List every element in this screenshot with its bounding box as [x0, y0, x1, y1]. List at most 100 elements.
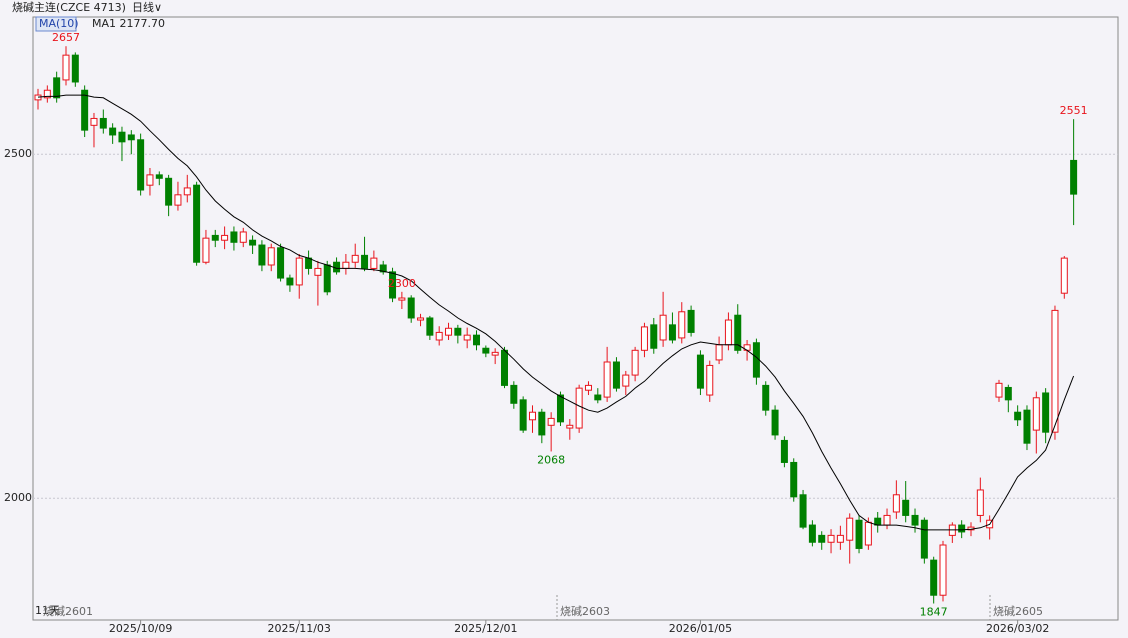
candle-body — [668, 324, 676, 341]
candle-body — [594, 394, 602, 401]
candle-body — [211, 234, 219, 241]
x-tick-label: 2026/01/05 — [669, 622, 732, 635]
candle-body — [734, 314, 742, 351]
candle-body — [221, 234, 229, 241]
candle-body — [902, 499, 910, 516]
candle-body — [249, 239, 257, 246]
candle-body — [827, 534, 835, 543]
candle-body — [510, 384, 518, 404]
candle-body — [762, 384, 770, 411]
x-tick-label: 2025/10/09 — [109, 622, 172, 635]
candle-body — [1070, 159, 1078, 195]
candle-body — [314, 267, 322, 276]
candle-body — [267, 247, 275, 266]
candle-body — [1023, 409, 1031, 444]
x-tick-label: 2025/12/01 — [454, 622, 517, 635]
candle-body — [127, 134, 135, 141]
bottom-left-label: 11天 — [35, 604, 60, 617]
candle-body — [1042, 392, 1050, 433]
candle-body — [547, 417, 555, 426]
candle-body — [724, 319, 732, 346]
high-label: 2551 — [1060, 104, 1088, 117]
candle-body — [1014, 411, 1022, 421]
x-tick-label: 2025/11/03 — [268, 622, 331, 635]
candle-body — [379, 264, 387, 273]
candle-body — [1004, 386, 1012, 401]
y-tick-label: 2500 — [4, 147, 32, 160]
candle-body — [715, 344, 723, 361]
candle-body — [752, 342, 760, 378]
candle-body — [389, 271, 397, 299]
candle-body — [864, 521, 872, 546]
candle-body — [603, 361, 611, 398]
candle-body — [883, 514, 891, 526]
candle-body — [696, 354, 704, 389]
candle-body — [463, 334, 471, 341]
candle-body — [277, 247, 285, 279]
candle-body — [99, 117, 107, 129]
high-label: 2657 — [52, 31, 80, 44]
candle-body — [445, 327, 453, 336]
candle-body — [53, 77, 61, 99]
candle-body — [528, 411, 536, 421]
candle-body — [678, 311, 686, 339]
candle-body — [482, 347, 490, 354]
candle-body — [939, 544, 947, 596]
candle-body — [519, 399, 527, 431]
candle-body — [202, 237, 210, 263]
candle-body — [575, 387, 583, 429]
candle-body — [90, 117, 98, 126]
candle-body — [62, 54, 70, 81]
candle-body — [836, 534, 844, 543]
candle-body — [183, 187, 191, 196]
candle-body — [622, 374, 630, 387]
candle-body — [1060, 257, 1068, 294]
candle-body — [771, 409, 779, 436]
period-selector[interactable]: 日线∨ — [132, 0, 162, 14]
candle-body — [454, 327, 462, 336]
candle-body — [193, 184, 201, 263]
candle-body — [650, 324, 658, 349]
candle-body — [818, 534, 826, 543]
candle-body — [333, 261, 341, 273]
plot-frame — [32, 16, 1119, 621]
candle-body — [1051, 309, 1059, 433]
candle-body — [799, 494, 807, 528]
candle-body — [239, 231, 247, 243]
contract-label: 烧碱2605 — [993, 605, 1043, 618]
candle-body — [846, 517, 854, 541]
candle-body — [706, 364, 714, 396]
candle-body — [323, 264, 331, 293]
candle-body — [780, 439, 788, 463]
candle-body — [612, 361, 620, 389]
indicator-box[interactable] — [35, 16, 77, 32]
candle-body — [81, 89, 89, 131]
candle-body — [631, 349, 639, 376]
candle-body — [34, 94, 42, 101]
candle-body — [1032, 397, 1040, 431]
y-tick-label: 2000 — [4, 491, 32, 504]
candle-body — [109, 127, 117, 136]
candle-body — [426, 317, 434, 336]
candle-body — [230, 231, 238, 243]
candle-body — [640, 326, 648, 351]
high-label: 2300 — [388, 277, 416, 290]
candle-body — [71, 54, 79, 83]
candle-body — [538, 411, 546, 436]
candle-body — [305, 257, 313, 269]
candle-body — [976, 489, 984, 516]
candle-body — [295, 257, 303, 286]
contract-label: 烧碱2603 — [560, 605, 610, 618]
candle-body — [137, 139, 145, 191]
indicator-name[interactable]: MA(10) — [39, 17, 79, 30]
contract-label: 烧碱2601 — [43, 605, 93, 618]
low-label: 1847 — [920, 605, 948, 618]
candle-body — [659, 314, 667, 341]
candle-body — [687, 309, 695, 333]
candle-body — [146, 174, 154, 186]
candle-body — [342, 261, 350, 269]
candle-body — [491, 351, 499, 356]
candle-body — [361, 254, 369, 269]
